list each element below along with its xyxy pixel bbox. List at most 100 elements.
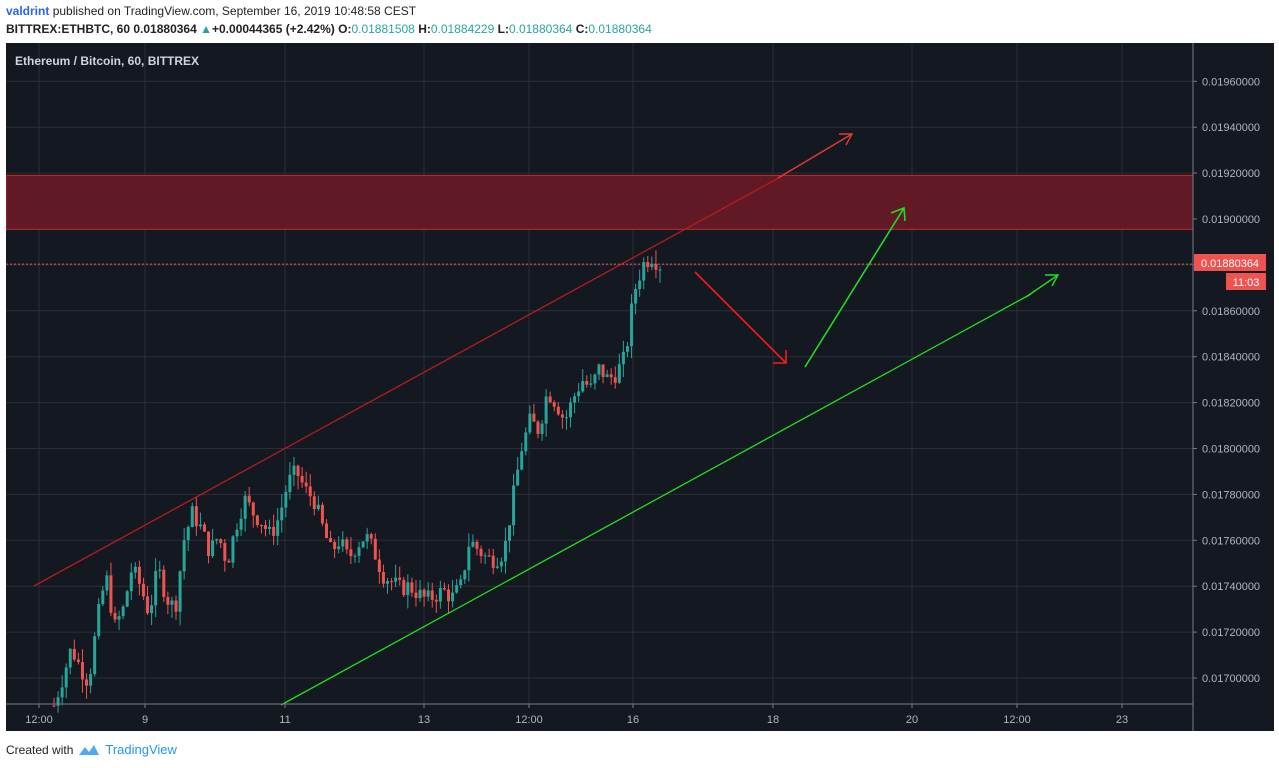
open-value: 0.01881508	[351, 22, 415, 36]
symbol-label: BITTREX:ETHBTC, 60	[6, 22, 131, 36]
y-tick-label: 0.01760000	[1202, 535, 1260, 547]
created-with-text: Created with	[6, 742, 74, 757]
candle-body	[601, 364, 605, 377]
candle-body	[129, 572, 133, 592]
candle-body	[398, 577, 402, 580]
countdown-tag: 11:03	[1233, 277, 1260, 289]
candle-body	[141, 583, 145, 597]
y-tick-label: 0.01960000	[1202, 76, 1260, 88]
candle-body	[418, 589, 422, 599]
candle-body	[312, 496, 316, 510]
candle-body	[548, 396, 552, 403]
candle-body	[410, 582, 414, 593]
price-chart[interactable]: 0.01700000 0.01720000 0.01740000 0.01760000…	[5, 43, 1274, 731]
candle-body	[174, 600, 178, 612]
candle-body	[146, 596, 150, 614]
candle-body	[186, 527, 190, 541]
y-tick-label: 0.01780000	[1202, 489, 1260, 501]
candle-body	[520, 451, 524, 470]
candle-body	[560, 414, 564, 418]
candle-body	[459, 579, 463, 586]
channel-top-line	[33, 174, 785, 587]
candle-body	[369, 534, 373, 539]
arrow-red-down	[694, 271, 787, 364]
chart-title: Ethereum / Bitcoin, 60, BITTREX	[15, 54, 199, 68]
candle-body	[227, 560, 231, 563]
y-tick-label: 0.01820000	[1202, 398, 1260, 410]
open-label: O:	[338, 22, 352, 36]
candle-body	[235, 529, 239, 537]
candle-body	[76, 659, 80, 663]
candle-body	[56, 697, 60, 706]
candle-body	[381, 572, 385, 584]
y-tick-label: 0.01940000	[1202, 122, 1260, 134]
candle-body	[251, 502, 255, 516]
publish-line: valdrint published on TradingView.com, S…	[6, 4, 416, 18]
y-tick-label: 0.01900000	[1202, 214, 1260, 226]
candle-body	[658, 269, 662, 271]
candle-body	[642, 262, 646, 281]
tradingview-brand[interactable]: TradingView	[105, 742, 177, 757]
y-tick-label: 0.01860000	[1202, 306, 1260, 318]
candle-body	[524, 432, 528, 452]
candle-body	[137, 566, 141, 584]
candle-body	[487, 555, 491, 557]
candle-body	[154, 570, 158, 606]
candle-body	[373, 538, 377, 560]
candle-body	[581, 381, 585, 392]
candle-body	[324, 523, 328, 539]
x-tick-label: 11	[279, 714, 290, 726]
candle-body	[528, 413, 532, 433]
candle-body	[194, 506, 198, 527]
candle-body	[552, 402, 556, 407]
candle-body	[85, 679, 89, 686]
candle-body	[593, 374, 597, 384]
x-tick-label: 13	[418, 714, 430, 726]
candle-body	[585, 381, 589, 385]
candle-body	[414, 592, 418, 599]
candle-body	[357, 547, 361, 556]
candle-body	[182, 540, 186, 572]
candle-body	[52, 705, 56, 707]
candle-body	[463, 570, 467, 580]
candle-body	[430, 590, 434, 600]
candle-body	[625, 346, 629, 352]
chart-grid	[6, 43, 1193, 704]
candle-body	[475, 541, 479, 549]
candle-body	[540, 423, 544, 434]
candle-body	[150, 605, 154, 614]
x-tick-label: 12:00	[1003, 714, 1031, 726]
candle-body	[455, 585, 459, 593]
candle-body	[495, 566, 499, 568]
candle-body	[426, 590, 430, 597]
candle-body	[268, 526, 272, 529]
arrow-green-up	[804, 206, 906, 368]
x-tick-label: 16	[627, 714, 639, 726]
candle-body	[80, 662, 84, 680]
candle-body	[394, 577, 398, 582]
candle-body	[471, 541, 475, 547]
candle-body	[121, 606, 125, 617]
candle-body	[247, 495, 251, 503]
candle-body	[569, 402, 573, 418]
candle-body	[442, 588, 446, 590]
candle-body	[353, 555, 357, 557]
candle-body	[447, 589, 451, 602]
candle-body	[320, 504, 324, 524]
candle-body	[544, 396, 548, 424]
triangle-up-icon: ▲	[200, 22, 212, 36]
candle-body	[170, 600, 174, 605]
candle-body	[105, 575, 109, 591]
author-link[interactable]: valdrint	[6, 4, 50, 18]
candle-body	[630, 303, 634, 347]
candle-body	[613, 377, 617, 383]
candle-body	[276, 520, 280, 536]
countdown-badge	[1226, 273, 1266, 290]
candle-body	[434, 599, 438, 602]
high-value: 0.01884229	[430, 22, 495, 36]
candle-body	[467, 546, 471, 571]
candle-body	[512, 485, 516, 526]
candle-body	[223, 543, 227, 561]
chart-area[interactable]: 0.01700000 0.01720000 0.01740000 0.01760000…	[5, 43, 1274, 731]
x-tick-label: 12:00	[25, 714, 53, 726]
